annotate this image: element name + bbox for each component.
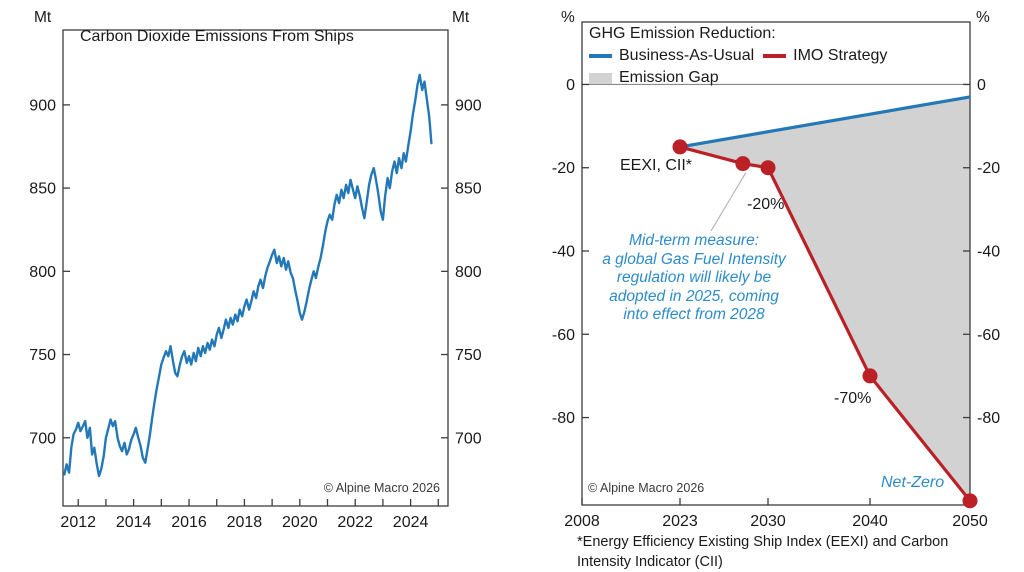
svg-text:-80: -80 (552, 410, 575, 427)
legend-label-gap: Emission Gap (619, 69, 719, 86)
emission-gap-swatch (589, 72, 612, 84)
footnote: *Energy Efficiency Existing Ship Index (… (577, 534, 949, 570)
svg-text:2050: 2050 (952, 513, 988, 530)
svg-text:0: 0 (977, 77, 986, 94)
svg-text:800: 800 (455, 264, 482, 281)
svg-text:-40: -40 (977, 244, 1000, 261)
svg-text:800: 800 (29, 264, 56, 281)
left-chart-plot: 700 700 750 750 800 800 850 850 900 900 2012 2014 20… (29, 29, 482, 531)
svg-text:750: 750 (455, 347, 482, 364)
svg-text:850: 850 (455, 181, 482, 198)
imo-line-swatch (763, 54, 787, 58)
right-chart-source: © Alpine Macro 2026 (588, 481, 705, 495)
svg-text:-20: -20 (977, 160, 1000, 177)
svg-text:2040: 2040 (852, 513, 888, 530)
right-chart-legend: GHG Emission Reduction: Business-As-Usua… (589, 23, 887, 89)
left-chart-title: Carbon Dioxide Emissions From Ships (80, 28, 354, 45)
annotation-net-zero: Net-Zero (881, 474, 945, 491)
left-chart-unit-left: Mt (34, 9, 52, 26)
svg-text:2023: 2023 (662, 513, 698, 530)
right-chart-unit-right: % (976, 9, 990, 26)
svg-text:-20: -20 (552, 160, 575, 177)
svg-text:2018: 2018 (227, 514, 263, 531)
mid-term-callout-line (710, 172, 747, 232)
annotation-mid-term-note: Mid-term measure: a global Gas Fuel Inte… (602, 232, 786, 323)
svg-text:900: 900 (455, 97, 482, 114)
legend-label-bau: Business-As-Usual (619, 47, 755, 64)
svg-text:-40: -40 (552, 244, 575, 261)
legend-title: GHG Emission Reduction: (589, 25, 776, 42)
svg-text:750: 750 (29, 347, 56, 364)
svg-text:700: 700 (455, 430, 482, 447)
imo-strategy-point (760, 160, 776, 176)
bau-line-swatch (589, 54, 612, 58)
right-chart-plot: 0 0 -20 -20 -40 -40 -60 -60 -80 -80 2008 2023 2030 20… (552, 21, 1000, 530)
right-chart-unit-left: % (561, 9, 575, 26)
svg-text:0: 0 (566, 77, 575, 94)
left-chart-unit-right: Mt (452, 9, 470, 26)
imo-strategy-point (672, 139, 688, 155)
left-chart-source: © Alpine Macro 2026 (323, 481, 440, 495)
svg-text:2016: 2016 (171, 514, 207, 531)
svg-text:850: 850 (29, 181, 56, 198)
emission-gap-area (680, 96, 970, 501)
svg-text:2024: 2024 (393, 514, 429, 531)
svg-text:2014: 2014 (116, 514, 152, 531)
svg-text:2012: 2012 (60, 514, 96, 531)
imo-strategy-point (735, 156, 751, 172)
svg-text:900: 900 (29, 97, 56, 114)
svg-text:2030: 2030 (750, 513, 786, 530)
legend-label-imo: IMO Strategy (793, 47, 888, 64)
svg-text:2008: 2008 (564, 513, 600, 530)
imo-strategy-point (862, 368, 878, 384)
imo-strategy-point (962, 493, 978, 509)
svg-text:2020: 2020 (282, 514, 318, 531)
co2-emissions-line (63, 73, 433, 478)
svg-text:-60: -60 (977, 327, 1000, 344)
svg-text:-80: -80 (977, 410, 1000, 427)
annotation-minus-20: -20% (747, 196, 785, 213)
svg-text:2022: 2022 (337, 514, 373, 531)
business-as-usual-line (679, 95, 971, 149)
svg-text:700: 700 (29, 430, 56, 447)
annotation-minus-70: -70% (834, 390, 872, 407)
annotation-eexi-cii: EEXI, CII* (620, 157, 693, 174)
svg-text:-60: -60 (552, 327, 575, 344)
